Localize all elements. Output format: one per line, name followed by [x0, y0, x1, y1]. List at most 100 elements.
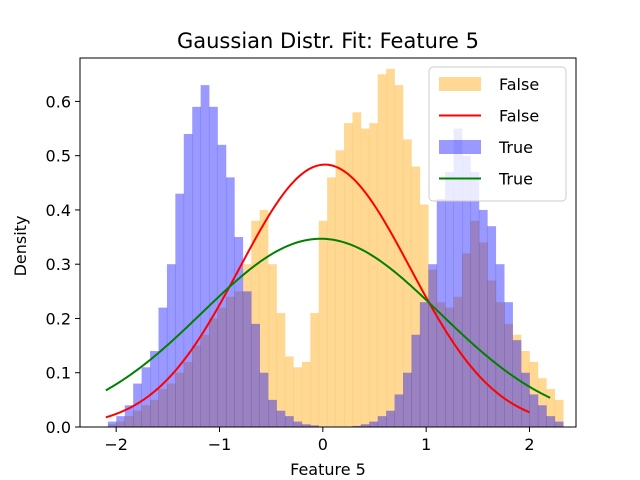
- y-tick-label: 0.5: [46, 147, 71, 166]
- hist-bar-false-9: [183, 361, 193, 427]
- hist-bar-false-48: [512, 334, 522, 427]
- hist-bar-true-37: [419, 302, 429, 427]
- hist-bar-true-21: [284, 416, 294, 427]
- hist-bar-true-30: [360, 424, 370, 427]
- hist-bar-true-48: [512, 340, 522, 427]
- hist-bar-false-30: [360, 128, 370, 427]
- hist-bar-false-11: [200, 334, 210, 427]
- hist-bar-true-51: [537, 405, 547, 427]
- y-tick-label: 0.2: [46, 309, 71, 328]
- hist-bar-false-21: [284, 356, 294, 427]
- plot-area: −2 −1 0 1 2 0.0 0.1 0.2 0.3 0.4 0.5 0.6: [46, 57, 577, 454]
- legend: False False True True: [428, 66, 567, 202]
- hist-bar-false-0: [107, 424, 117, 427]
- x-tick-label: 1: [421, 435, 431, 454]
- hist-bar-true-35: [403, 372, 412, 427]
- hist-bar-true-13: [217, 144, 227, 427]
- hist-bar-false-47: [504, 323, 513, 427]
- legend-label: False: [499, 107, 539, 126]
- hist-bar-false-4: [141, 405, 151, 427]
- hist-bar-false-50: [529, 361, 539, 427]
- legend-box: [428, 66, 567, 202]
- hist-bar-false-31: [369, 123, 379, 427]
- hist-bar-false-52: [546, 389, 556, 427]
- axes-frame: [79, 57, 577, 428]
- hist-bar-false-7: [166, 383, 176, 427]
- hist-bar-true-10: [192, 106, 201, 428]
- hist-bar-true-23: [301, 424, 311, 427]
- hist-bar-false-39: [436, 302, 446, 427]
- hist-bar-false-10: [192, 345, 201, 427]
- y-tick-label: 0.4: [46, 201, 71, 220]
- hist-bar-false-32: [377, 74, 387, 427]
- hist-bar-true-44: [478, 209, 488, 427]
- hist-bar-false-49: [521, 351, 530, 427]
- chart-title: Gaussian Distr. Fit: Feature 5: [177, 29, 479, 53]
- hist-bar-true-47: [504, 302, 513, 427]
- hist-bar-false-46: [495, 302, 505, 427]
- hist-bar-false-22: [293, 367, 303, 427]
- legend-swatch-true: [439, 140, 481, 154]
- hist-bar-false-43: [470, 220, 480, 427]
- hist-bar-false-34: [394, 85, 404, 427]
- hist-bar-false-24: [310, 313, 319, 427]
- x-axis-label: Feature 5: [290, 460, 366, 479]
- hist-bar-false-33: [386, 68, 395, 428]
- y-tick-label: 0.3: [46, 255, 71, 274]
- hist-bar-true-18: [259, 372, 269, 427]
- hist-bar-true-14: [225, 177, 235, 427]
- hist-bar-true-53: [554, 421, 564, 427]
- hist-bar-false-44: [478, 242, 488, 427]
- hist-bar-false-8: [175, 372, 185, 427]
- hist-bar-true-9: [183, 133, 193, 427]
- hist-bar-true-3: [133, 383, 142, 427]
- hist-bar-false-2: [124, 416, 134, 427]
- hist-bar-true-34: [394, 394, 404, 427]
- hist-bar-false-45: [487, 280, 497, 427]
- x-tick-label: 0: [318, 435, 328, 454]
- hist-bar-false-6: [158, 389, 168, 427]
- hist-bar-true-38: [428, 264, 438, 427]
- hist-bar-false-18: [259, 209, 269, 427]
- y-tick-label: 0.0: [46, 418, 71, 437]
- hist-bar-true-8: [175, 193, 185, 427]
- hist-bar-false-3: [133, 410, 142, 427]
- hist-bar-true-7: [166, 264, 176, 427]
- hist-bar-false-1: [116, 421, 126, 427]
- hist-bar-true-6: [158, 307, 168, 427]
- x-tick-label: −2: [104, 435, 128, 454]
- hist-bar-false-5: [150, 399, 159, 427]
- legend-swatch-false: [439, 77, 481, 91]
- hist-bar-true-42: [462, 155, 471, 428]
- hist-bar-false-40: [445, 307, 454, 427]
- hist-bar-true-1: [116, 416, 126, 427]
- hist-bar-true-36: [411, 334, 421, 427]
- hist-bar-true-12: [209, 106, 218, 428]
- hist-bar-false-42: [462, 253, 471, 427]
- hist-bar-false-13: [217, 307, 227, 427]
- legend-label: True: [498, 138, 533, 157]
- y-axis-label: Density: [11, 216, 30, 277]
- hist-bar-false-15: [234, 291, 244, 427]
- hist-bar-true-33: [386, 410, 395, 427]
- hist-bar-true-40: [445, 171, 454, 427]
- y-tick-label: 0.6: [46, 92, 71, 111]
- x-tick-label: 2: [524, 435, 534, 454]
- hist-bar-false-51: [537, 378, 547, 427]
- hist-bar-true-0: [107, 421, 117, 427]
- hist-bar-false-53: [554, 399, 564, 427]
- hist-bar-true-20: [276, 410, 286, 427]
- hist-bar-false-19: [268, 264, 277, 427]
- hist-bar-true-29: [352, 425, 362, 427]
- hist-bar-true-17: [251, 323, 260, 427]
- hist-bar-false-27: [335, 150, 345, 427]
- fit-line-false: [105, 163, 530, 419]
- hist-bar-false-28: [343, 123, 353, 427]
- hist-bar-false-26: [327, 177, 336, 427]
- fit-line-true: [105, 237, 551, 399]
- legend-label: True: [498, 170, 533, 189]
- x-tick-label: −1: [208, 435, 232, 454]
- hist-bar-false-36: [411, 166, 421, 427]
- hist-bar-true-41: [453, 128, 463, 427]
- hist-bar-false-12: [209, 318, 218, 427]
